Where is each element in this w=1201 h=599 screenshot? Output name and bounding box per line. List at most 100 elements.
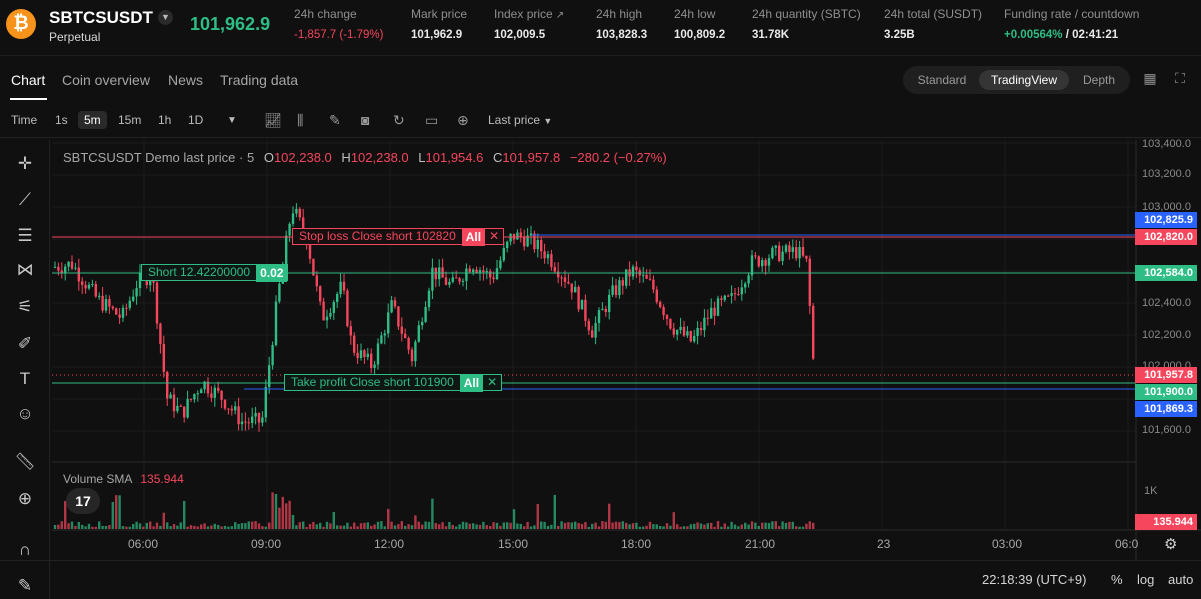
candle-body bbox=[740, 287, 743, 295]
volume-bar bbox=[808, 521, 811, 529]
interval-1h[interactable]: 1h bbox=[158, 113, 172, 127]
tab-news[interactable]: News bbox=[168, 72, 204, 88]
tradingview-logo[interactable]: 17 bbox=[66, 488, 100, 514]
horizontal-lines-icon[interactable]: ☰ bbox=[17, 226, 33, 245]
stat-24h-quantity: 24h quantity (SBTC) 31.78K bbox=[752, 7, 861, 41]
time-tick: 06:0 bbox=[1115, 537, 1139, 551]
interval-5m[interactable]: 5m bbox=[78, 111, 107, 129]
gear-icon[interactable]: ⚙ bbox=[1164, 536, 1178, 553]
volume-bar bbox=[529, 526, 533, 529]
candle-body bbox=[189, 398, 193, 400]
trend-line-icon[interactable]: ⟋ bbox=[19, 190, 31, 209]
camera-icon[interactable]: ◙ bbox=[361, 112, 370, 128]
candle-body bbox=[101, 295, 104, 311]
ruler-icon[interactable]: 📏︎ bbox=[14, 452, 36, 471]
lock-drawing-icon[interactable]: ✎ bbox=[17, 576, 33, 595]
candle-body bbox=[291, 213, 295, 224]
volume-bar bbox=[550, 524, 553, 529]
emoji-icon[interactable]: ☺ bbox=[16, 404, 34, 423]
candle-body bbox=[162, 344, 165, 372]
external-link-icon[interactable]: ↗ bbox=[555, 10, 565, 21]
clock[interactable]: 22:18:39 (UTC+9) bbox=[982, 572, 1087, 587]
volume-bar bbox=[142, 526, 145, 529]
refresh-icon[interactable]: ↻ bbox=[393, 112, 405, 128]
tab-coin-overview[interactable]: Coin overview bbox=[62, 72, 150, 88]
view-mode-switch: Standard TradingView Depth bbox=[903, 66, 1130, 94]
pattern-icon[interactable]: ⋈ bbox=[16, 260, 34, 279]
volume-bar bbox=[431, 498, 434, 529]
percent-toggle[interactable]: % bbox=[1111, 572, 1123, 587]
interval-1s[interactable]: 1s bbox=[55, 113, 68, 127]
view-standard[interactable]: Standard bbox=[917, 73, 967, 87]
candle-body bbox=[468, 268, 471, 273]
log-toggle[interactable]: log bbox=[1137, 572, 1155, 587]
grid-layout-icon[interactable]: ▦ bbox=[1143, 70, 1157, 86]
short-position[interactable]: Short 12.42200000 0.02 bbox=[141, 264, 289, 282]
candle-body bbox=[179, 405, 182, 407]
candle-body bbox=[271, 345, 274, 366]
volume-bar bbox=[788, 521, 791, 529]
volume-bar bbox=[315, 524, 318, 529]
volume-bar bbox=[74, 526, 77, 529]
fullscreen-icon[interactable]: ⛶ bbox=[1175, 70, 1185, 86]
candle-body bbox=[234, 406, 237, 411]
price-tick: 103,000.0 bbox=[1142, 201, 1191, 213]
candle-body bbox=[495, 268, 499, 280]
tab-trading-data[interactable]: Trading data bbox=[220, 72, 299, 88]
volume-bar bbox=[710, 522, 713, 529]
price-tick: 103,400.0 bbox=[1142, 138, 1191, 150]
interval-dropdown-icon[interactable]: ▼ bbox=[227, 115, 237, 126]
tab-chart[interactable]: Chart bbox=[11, 72, 46, 88]
volume-bar bbox=[665, 523, 669, 529]
indicators-icon[interactable]: 📈︎ bbox=[264, 112, 282, 128]
brush-icon[interactable]: ✐ bbox=[17, 334, 33, 353]
candle-body bbox=[383, 333, 386, 336]
candle-body bbox=[172, 394, 176, 412]
auto-toggle[interactable]: auto bbox=[1168, 572, 1194, 587]
price-source-select[interactable]: Last price ▼ bbox=[488, 113, 553, 127]
candle-type-icon[interactable]: ⫼ bbox=[297, 112, 304, 128]
candle-body bbox=[543, 251, 546, 259]
volume-bar bbox=[380, 521, 383, 529]
volume-bar bbox=[424, 521, 427, 529]
price-chart[interactable]: SBTCSUSDT Demo last price · 5 O102,238.0… bbox=[52, 138, 1201, 560]
stop-loss-order[interactable]: Stop loss Close short 102820 All ✕ bbox=[292, 228, 505, 246]
volume-bar bbox=[747, 524, 750, 529]
chevron-down-icon[interactable]: ▼ bbox=[158, 10, 173, 25]
close-icon[interactable]: ✕ bbox=[489, 229, 500, 243]
candlestick-canvas[interactable] bbox=[52, 140, 1201, 560]
volume-bar bbox=[563, 522, 567, 529]
crosshair-icon[interactable]: ✛ bbox=[17, 154, 33, 173]
volume-bar bbox=[608, 503, 611, 529]
view-tradingview[interactable]: TradingView bbox=[979, 70, 1069, 90]
candle-body bbox=[261, 417, 264, 423]
take-profit-order[interactable]: Take profit Close short 101900 All ✕ bbox=[284, 374, 503, 392]
candle-body bbox=[444, 277, 448, 285]
candle-body bbox=[676, 329, 679, 335]
candle-body bbox=[499, 260, 502, 269]
calendar-icon[interactable]: ▭ bbox=[425, 112, 439, 128]
add-icon[interactable]: ⊕ bbox=[457, 112, 469, 128]
interval-15m[interactable]: 15m bbox=[118, 113, 142, 127]
candle-body bbox=[601, 308, 604, 311]
close-icon[interactable]: ✕ bbox=[487, 375, 498, 389]
pencil-icon[interactable]: ✎ bbox=[329, 112, 341, 128]
interval-1d[interactable]: 1D bbox=[188, 113, 204, 127]
candle-body bbox=[560, 277, 563, 279]
text-icon[interactable]: T bbox=[19, 369, 31, 388]
candle-body bbox=[764, 260, 767, 266]
volume-bar bbox=[570, 522, 573, 529]
stat-mark-price: Mark price 101,962.9 bbox=[411, 7, 468, 41]
candle-body bbox=[254, 412, 257, 417]
candle-body bbox=[53, 266, 57, 268]
candle-body bbox=[563, 277, 567, 282]
zoom-icon[interactable]: ⊕ bbox=[17, 489, 33, 508]
candle-body bbox=[594, 323, 597, 338]
candle-body bbox=[315, 275, 318, 287]
fib-icon[interactable]: ⚟ bbox=[17, 297, 33, 316]
legend-high: 102,238.0 bbox=[350, 150, 409, 165]
symbol-name[interactable]: SBTCSUSDT bbox=[49, 8, 153, 27]
magnet-icon[interactable]: ∩ bbox=[18, 540, 32, 559]
candle-body bbox=[472, 269, 475, 273]
view-depth[interactable]: Depth bbox=[1082, 73, 1116, 87]
